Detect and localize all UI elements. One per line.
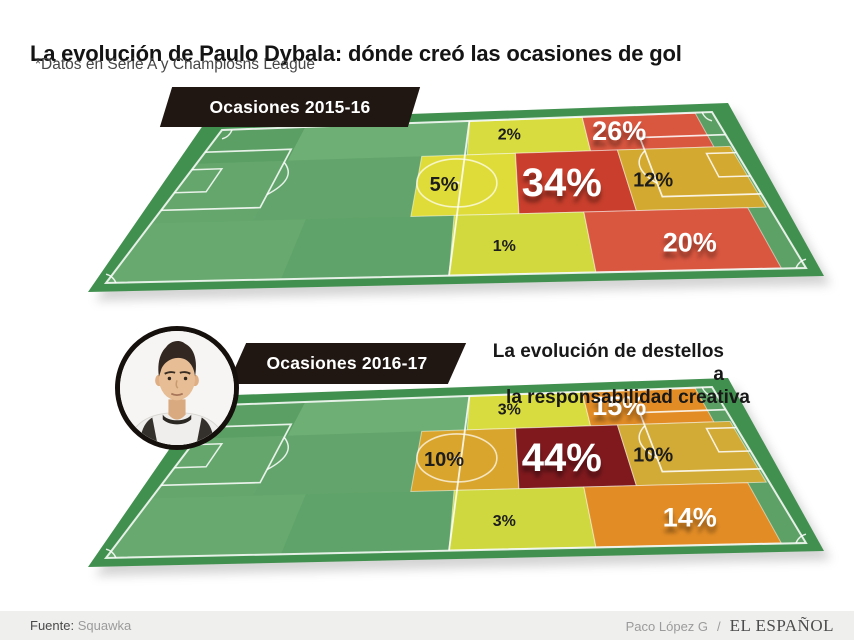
- brand-logo: EL ESPAÑOL: [729, 615, 834, 635]
- heat-zone-middle-third-far-flank: [466, 116, 592, 156]
- zone-label-edge-of-box-central: 34%: [522, 161, 602, 205]
- zone-label-middle-third-near-flank: 1%: [493, 238, 516, 255]
- zone-label-shadow: 26%: [592, 122, 646, 152]
- page-title: La evolución de Paulo Dybala: dónde creó…: [30, 40, 682, 66]
- grass-patch: [281, 490, 455, 555]
- pitch-2015-16: 2% 26%26% 5% 34%34% 12% 1% 20%20%: [88, 103, 831, 301]
- zone-label-centre-circle: 10%: [424, 449, 464, 471]
- author-name: Paco López G: [625, 618, 709, 634]
- heat-zone-middle-third-near-flank: [448, 486, 597, 551]
- zone-label-shadow: 20%: [663, 233, 717, 263]
- grass-patch: [287, 120, 470, 161]
- grass-patch: [253, 156, 422, 221]
- zone-label-middle-third-far-flank: 2%: [498, 126, 521, 143]
- zone-label-shadow: 14%: [663, 508, 717, 538]
- season-banner-label: Ocasiones 2016-17: [266, 353, 428, 373]
- credit-separator: /: [717, 618, 721, 634]
- zone-label-penalty-area: 12%: [633, 169, 673, 191]
- grass-patch: [106, 219, 306, 283]
- zone-label-middle-third-near-flank: 3%: [493, 513, 516, 530]
- player-photo: [115, 326, 239, 450]
- zone-label-final-third-near-flank: 14%: [663, 502, 717, 532]
- field-markings: [103, 385, 808, 560]
- zone-label-shadow: 44%: [522, 442, 602, 486]
- annotation-line-2: la responsabilidad creativa: [506, 387, 750, 408]
- grass-patch: [281, 215, 455, 280]
- grass-patch: [747, 482, 806, 544]
- grass-patch: [196, 126, 306, 164]
- heat-zone-middle-third-near-flank: [448, 211, 597, 276]
- grass-patch: [106, 494, 306, 558]
- zone-label-final-third-near-flank: 20%: [663, 227, 717, 257]
- footer: Fuente: Squawka Paco López G / EL ESPAÑO…: [0, 611, 854, 640]
- zone-label-shadow: 15%: [592, 397, 646, 427]
- pitch-2016-17: 3% 15%15% 10% 44%44% 10% 3% 14%14%: [88, 378, 831, 576]
- zone-label-penalty-area: 10%: [633, 444, 673, 466]
- zone-label-final-third-far-flank: 26%: [592, 116, 646, 146]
- season-banner-2016-17: Ocasiones 2016-17: [227, 343, 467, 384]
- grass-patch: [253, 431, 422, 496]
- grass-patch: [747, 207, 806, 269]
- source-credit: Fuente: Squawka: [30, 618, 131, 633]
- grass-patch: [695, 112, 733, 147]
- grass-patch: [287, 395, 470, 436]
- player-portrait-illustration: [120, 331, 234, 445]
- zone-label-middle-third-far-flank: 3%: [498, 401, 521, 418]
- zone-label-edge-of-box-central: 44%: [522, 436, 602, 480]
- page-subtitle: *Datos en Serie A y Champiosns League: [35, 56, 316, 73]
- source-label: Fuente:: [30, 618, 75, 633]
- grass-patch: [695, 387, 733, 422]
- field-markings: [103, 110, 808, 285]
- zone-label-centre-circle: 5%: [430, 174, 459, 196]
- source-value: Squawka: [77, 618, 132, 633]
- author-credit: Paco López G / EL ESPAÑOL: [626, 616, 834, 636]
- zone-label-final-third-far-flank: 15%: [592, 391, 646, 421]
- annotation-line-1: La evolución de destellos a: [492, 341, 724, 385]
- season-banner-label: Ocasiones 2015-16: [209, 96, 371, 117]
- season-banner-2015-16: Ocasiones 2015-16: [159, 87, 421, 127]
- annotation-text: La evolución de destellos a la responsab…: [480, 340, 750, 409]
- zone-label-shadow: 34%: [522, 167, 602, 211]
